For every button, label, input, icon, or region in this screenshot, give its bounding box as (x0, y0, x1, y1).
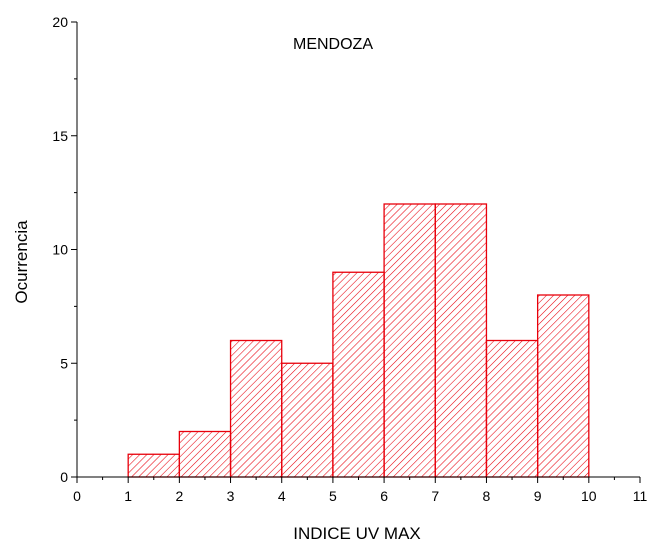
x-tick-label: 0 (73, 488, 81, 504)
chart-title: MENDOZA (293, 36, 373, 53)
x-tick-label: 5 (329, 488, 337, 504)
histogram-bar-4 (281, 362, 334, 478)
y-tick-label: 10 (52, 242, 68, 258)
y-tick-label: 5 (60, 355, 68, 371)
x-tick-label: 9 (534, 488, 542, 504)
y-tick-label: 20 (52, 14, 68, 30)
x-tick-label: 10 (581, 488, 597, 504)
x-tick-label: 7 (431, 488, 439, 504)
histogram-bar-3 (229, 339, 283, 478)
histogram-bar-8 (485, 339, 539, 478)
axes-group: 0 1 2 3 4 5 6 7 8 9 10 11 0 5 10 15 20 (52, 14, 647, 504)
histogram-bar-9 (536, 294, 590, 478)
x-axis-title: INDICE UV MAX (293, 524, 421, 543)
bars-group (127, 203, 590, 478)
y-tick-label: 0 (60, 469, 68, 485)
x-tick-label: 3 (227, 488, 235, 504)
histogram-bar-7 (434, 203, 488, 478)
histogram-bar-6 (383, 203, 436, 478)
y-axis-title: Ocurrencia (12, 220, 31, 304)
x-tick-label: 2 (175, 488, 183, 504)
x-tick-label: 4 (278, 488, 286, 504)
histogram-bar-1 (127, 453, 181, 478)
x-tick-label: 8 (483, 488, 491, 504)
histogram-bar-5 (332, 271, 385, 478)
x-tick-label: 11 (633, 488, 648, 504)
x-tick-label: 1 (124, 488, 132, 504)
y-tick-label: 15 (52, 128, 68, 144)
x-tick-label: 6 (380, 488, 388, 504)
histogram-bar-2 (178, 430, 232, 478)
